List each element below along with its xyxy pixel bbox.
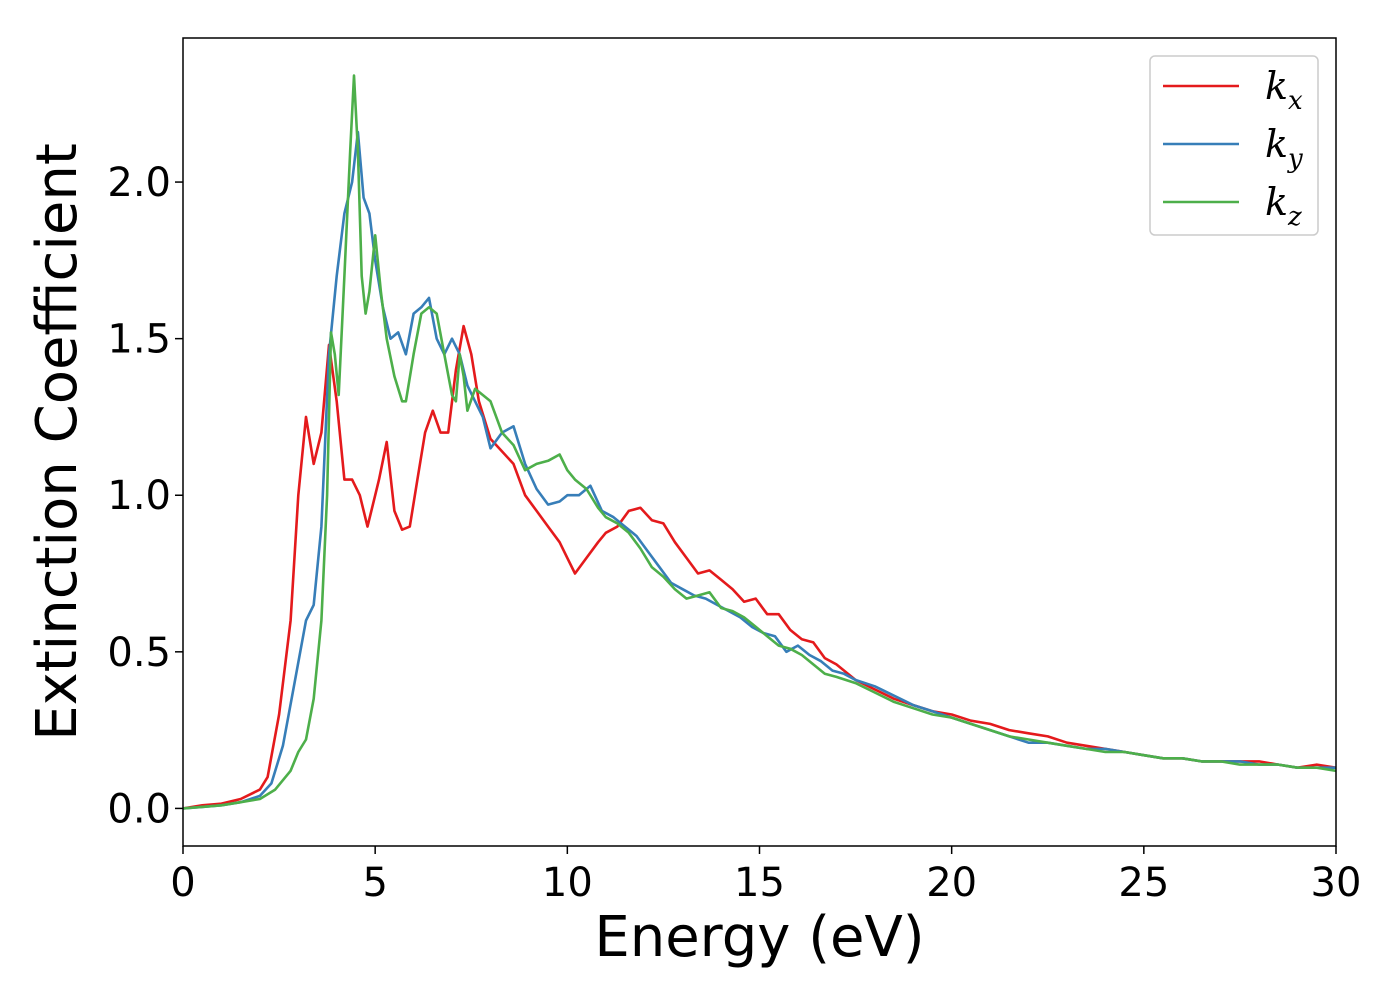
x-tick-label: 30: [1311, 860, 1362, 906]
y-tick-label: 1.5: [107, 317, 171, 363]
x-tick-label: 0: [170, 860, 195, 906]
y-tick-label: 1.0: [107, 473, 171, 519]
x-axis: 0 5 10 15 20 25 30: [170, 846, 1361, 906]
y-axis: 0.0 0.5 1.0 1.5 2.0: [107, 160, 183, 832]
y-tick-label: 0.0: [107, 786, 171, 832]
legend: kx ky kz: [1149, 55, 1319, 236]
y-tick-label: 2.0: [107, 160, 171, 206]
x-tick-label: 25: [1118, 860, 1169, 906]
series-layer: [183, 74, 1336, 810]
legend-box: [1149, 55, 1319, 236]
x-tick-label: 20: [926, 860, 977, 906]
y-tick-label: 0.5: [107, 630, 171, 676]
legend-label-kz: kz: [1265, 180, 1302, 232]
x-axis-title: Energy (eV): [594, 905, 924, 970]
series-line-kz: [183, 74, 1336, 810]
x-tick-label: 15: [734, 860, 785, 906]
y-axis-title: Extinction Coefficient: [25, 143, 90, 741]
legend-label-ky: ky: [1265, 122, 1303, 174]
x-tick-label: 10: [542, 860, 593, 906]
legend-label-kx: kx: [1265, 64, 1303, 116]
series-line-kx: [183, 324, 1336, 810]
x-tick-label: 5: [362, 860, 387, 906]
